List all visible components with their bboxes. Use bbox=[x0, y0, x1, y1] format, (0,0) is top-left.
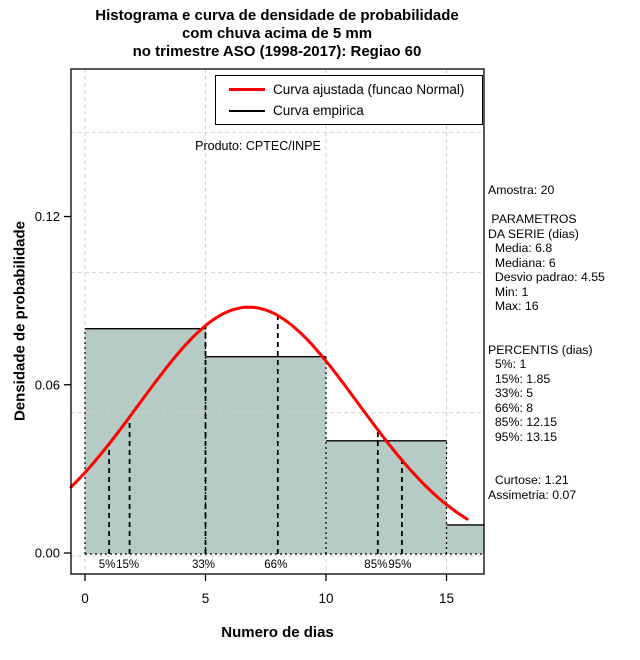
fitted-curve bbox=[69, 305, 469, 521]
chart-title-line1: Histograma e curva de densidade de proba… bbox=[95, 7, 459, 24]
legend-item: Curva ajustada (funcao Normal) bbox=[229, 82, 482, 97]
stats-line: Curtose: 1.21 bbox=[488, 473, 569, 487]
percentile-label: 33% bbox=[192, 559, 215, 571]
x-tick-label: 15 bbox=[439, 591, 454, 606]
stats-line: PARAMETROS bbox=[488, 212, 577, 226]
empirical-curve-line-icon bbox=[229, 109, 265, 112]
chart-title: Histograma e curva de densidade de proba… bbox=[0, 7, 554, 61]
stats-line: 95%: 13.15 bbox=[488, 429, 558, 444]
chart-title-line3: no trimestre ASO (1998-2017): Regiao 60 bbox=[132, 43, 422, 60]
chart-title-line2: com chuva acima de 5 mm bbox=[181, 25, 373, 42]
product-annotation: Produto: CPTEC/INPE bbox=[195, 139, 321, 153]
stats-line bbox=[488, 198, 605, 213]
legend-label: Curva ajustada (funcao Normal) bbox=[273, 82, 465, 97]
stats-line: Min: 1 bbox=[488, 284, 529, 299]
stats-line: PERCENTIS (dias) bbox=[488, 342, 593, 357]
stats-line: Media: 6.8 bbox=[488, 241, 553, 255]
stats-line: Desvio padrao: 4.55 bbox=[488, 270, 605, 284]
histogram-bar bbox=[446, 524, 484, 554]
x-axis: 0 5 10 15 bbox=[81, 574, 454, 606]
percentile-label: 5% bbox=[99, 559, 116, 571]
y-tick-label: 0.12 bbox=[35, 209, 60, 224]
x-axis-title: Numero de dias bbox=[221, 624, 334, 641]
stats-line: 15%: 1.85 bbox=[488, 371, 551, 386]
y-tick-label: 0.06 bbox=[35, 377, 60, 392]
x-tick-label: 5 bbox=[202, 591, 210, 606]
legend-item: Curva empirica bbox=[229, 103, 482, 118]
stats-line: DA SERIE (dias) bbox=[488, 226, 579, 241]
percentile-label: 85% bbox=[364, 559, 387, 571]
plot-border bbox=[70, 68, 485, 575]
percentile-lines: 5% 15% 33% 66% 85% 95% bbox=[99, 315, 411, 571]
stats-line: 5%: 1 bbox=[488, 357, 527, 371]
stats-line bbox=[488, 314, 605, 329]
percentile-label: 66% bbox=[264, 559, 287, 571]
stats-line: 66%: 8 bbox=[488, 400, 534, 415]
x-tick-label: 10 bbox=[318, 591, 333, 606]
stats-line bbox=[488, 459, 605, 474]
fitted-curve-line-icon bbox=[229, 88, 265, 91]
stats-line: 85%: 12.15 bbox=[488, 415, 558, 429]
stats-panel: Amostra: 20 PARAMETROS DA SERIE (dias) Me… bbox=[488, 183, 605, 502]
histogram-bar bbox=[326, 440, 447, 554]
stats-line: 33%: 5 bbox=[488, 386, 534, 400]
x-tick-label: 0 bbox=[81, 591, 89, 606]
legend: Curva ajustada (funcao Normal) Curva empi… bbox=[215, 75, 483, 125]
y-tick-label: 0.00 bbox=[35, 546, 60, 561]
histogram-bars bbox=[85, 328, 484, 554]
y-axis-title: Densidade de probabilidade bbox=[11, 220, 29, 422]
normal-density-curve bbox=[69, 305, 469, 521]
y-axis: 0.00 0.06 0.12 bbox=[35, 209, 71, 561]
percentile-label: 15% bbox=[116, 559, 139, 571]
stats-line: Max: 16 bbox=[488, 299, 539, 313]
histogram-bar bbox=[205, 356, 326, 554]
stats-line bbox=[488, 328, 605, 343]
histogram-bar bbox=[85, 328, 206, 554]
stats-line: Amostra: 20 bbox=[488, 183, 555, 197]
percentile-label: 95% bbox=[388, 559, 411, 571]
stats-line: Mediana: 6 bbox=[488, 255, 556, 270]
legend-label: Curva empirica bbox=[273, 103, 364, 118]
stats-line bbox=[488, 444, 605, 459]
stats-line: Assimetria: 0.07 bbox=[488, 487, 577, 502]
